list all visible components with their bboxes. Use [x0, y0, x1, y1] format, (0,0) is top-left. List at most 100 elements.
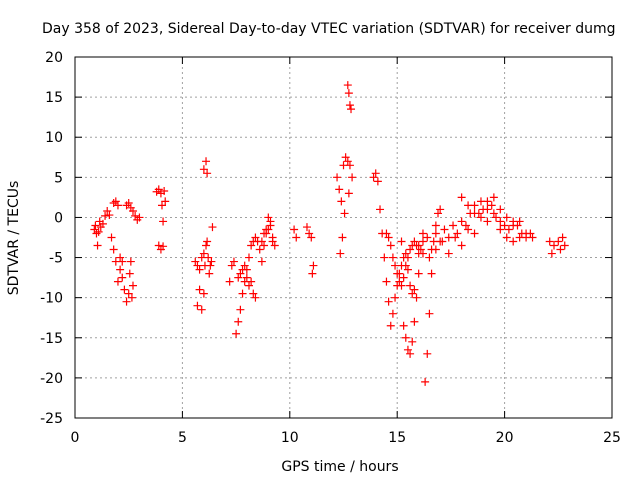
data-point: [410, 317, 419, 326]
data-point: [496, 217, 505, 226]
data-point: [127, 293, 136, 302]
series-sat-arc-2: [109, 197, 137, 306]
data-point: [403, 345, 412, 354]
series-sat-arc-4: [152, 185, 170, 254]
data-point: [391, 293, 400, 302]
data-point: [195, 265, 204, 274]
data-point: [113, 277, 122, 286]
data-point: [154, 185, 163, 194]
data-point: [266, 221, 275, 230]
data-point: [399, 321, 408, 330]
data-point: [425, 309, 434, 318]
data-point: [128, 281, 137, 290]
data-point: [453, 229, 462, 238]
data-point: [344, 189, 353, 198]
y-tick-label: -25: [40, 411, 63, 427]
series-sat-arc-16: [414, 197, 535, 254]
data-point: [382, 277, 391, 286]
data-point: [247, 241, 256, 250]
data-point: [412, 293, 421, 302]
data-point: [290, 225, 299, 234]
data-point: [457, 217, 466, 226]
data-point: [302, 223, 311, 232]
data-point: [236, 305, 245, 314]
data-point: [438, 237, 447, 246]
data-point: [401, 261, 410, 270]
data-point: [457, 241, 466, 250]
data-point: [528, 233, 537, 242]
data-point: [338, 233, 347, 242]
y-tick-label: -10: [40, 291, 63, 307]
data-point: [122, 297, 131, 306]
data-point: [154, 241, 163, 250]
data-point: [113, 201, 122, 210]
data-point: [418, 237, 427, 246]
data-point: [406, 349, 415, 358]
data-point: [234, 273, 243, 282]
data-point: [202, 157, 211, 166]
data-point: [292, 233, 301, 242]
x-tick-label: 10: [281, 430, 299, 446]
data-point: [203, 169, 212, 178]
data-point: [225, 277, 234, 286]
data-point: [461, 221, 470, 230]
data-point: [107, 233, 116, 242]
data-point: [262, 225, 271, 234]
data-point: [483, 205, 492, 214]
data-point: [403, 265, 412, 274]
data-point: [431, 221, 440, 230]
y-tick-label: -5: [49, 251, 63, 267]
data-point: [124, 289, 133, 298]
data-points: [90, 81, 569, 386]
data-point: [376, 205, 385, 214]
data-point: [238, 265, 247, 274]
series-sat-arc-17: [418, 209, 524, 262]
data-point: [236, 269, 245, 278]
data-point: [257, 237, 266, 246]
y-tick-label: 15: [45, 90, 63, 106]
data-point: [408, 337, 417, 346]
data-point: [199, 165, 208, 174]
data-point: [502, 213, 511, 222]
data-point: [229, 257, 238, 266]
data-point: [509, 221, 518, 230]
y-tick-label: 10: [45, 130, 63, 146]
data-point: [489, 209, 498, 218]
data-point: [502, 233, 511, 242]
data-point: [199, 249, 208, 258]
y-tick-label: 0: [54, 210, 63, 226]
data-point: [251, 293, 260, 302]
x-tick-label: 15: [388, 430, 406, 446]
data-point: [268, 233, 277, 242]
data-point: [98, 219, 107, 228]
data-point: [476, 213, 485, 222]
data-point: [247, 277, 256, 286]
data-point: [125, 269, 134, 278]
data-point: [94, 227, 103, 236]
data-point: [431, 229, 440, 238]
data-point: [522, 229, 531, 238]
data-point: [238, 289, 247, 298]
y-tick-label: -20: [40, 371, 63, 387]
data-point: [427, 269, 436, 278]
data-point: [118, 257, 127, 266]
data-point: [264, 213, 273, 222]
data-point: [395, 277, 404, 286]
x-axis-title: GPS time / hours: [281, 459, 398, 475]
data-point: [157, 201, 166, 210]
data-point: [410, 285, 419, 294]
data-point: [341, 153, 350, 162]
data-point: [397, 237, 406, 246]
data-point: [391, 261, 400, 270]
data-point: [382, 229, 391, 238]
data-point: [414, 269, 423, 278]
data-point: [308, 269, 317, 278]
data-point: [464, 225, 473, 234]
data-point: [384, 297, 393, 306]
data-point: [401, 249, 410, 258]
data-point: [418, 229, 427, 238]
data-point: [393, 269, 402, 278]
data-point: [135, 213, 144, 222]
data-point: [515, 217, 524, 226]
